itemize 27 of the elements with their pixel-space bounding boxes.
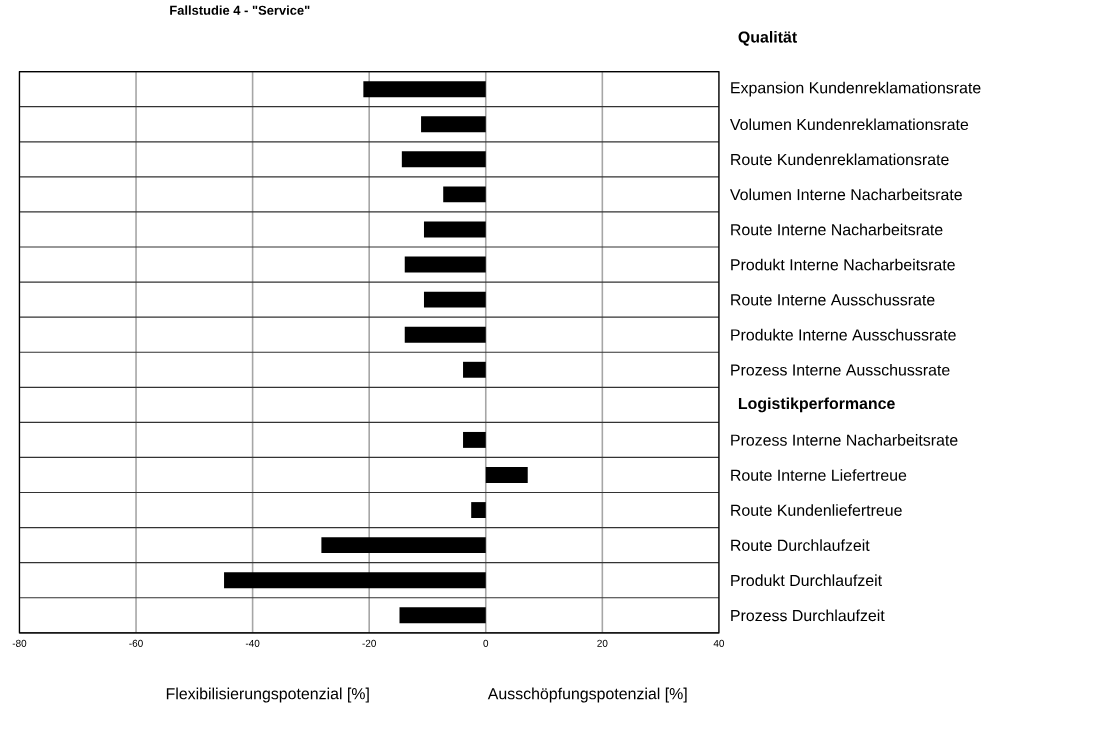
x-tick-label: -60 bbox=[129, 639, 143, 647]
y-tick-label: Produkt Durchlaufzeit bbox=[731, 574, 882, 586]
y-tick-label: Volumen Kundenreklamationsrate bbox=[729, 118, 969, 130]
x-axis-title: Flexibilisierungspotenzial [%] bbox=[166, 687, 369, 703]
x-tick-label: 40 bbox=[713, 639, 725, 647]
x-tick-label: 20 bbox=[597, 639, 608, 647]
y-tick-label: Route Interne Liefertreue bbox=[731, 468, 907, 481]
text: Ausschöpfungspotenzial [%] bbox=[487, 687, 687, 703]
y-tick-label: Route Durchlaufzeit bbox=[731, 539, 870, 551]
text: Logistikperformance bbox=[738, 397, 895, 413]
y-tick-label: Expansion Kundenreklamationsrate bbox=[731, 81, 981, 97]
y-tick-label: Route Kundenliefertreue bbox=[731, 504, 902, 516]
text: Qualität bbox=[738, 30, 797, 46]
y-tick-label: Prozess Interne Ausschussrate bbox=[731, 363, 950, 376]
y-tick-label: Volumen Interne Nacharbeitsrate bbox=[729, 188, 962, 201]
y-tick-label: Route Interne Ausschussrate bbox=[731, 293, 935, 306]
y-tick-label: Route Kundenreklamationsrate bbox=[731, 153, 949, 166]
x-tick-label: -40 bbox=[245, 639, 260, 647]
y-tick-label: Produkte Interne Ausschussrate bbox=[731, 328, 956, 341]
x-tick-label: -20 bbox=[362, 639, 376, 647]
chart-title: Fallstudie 4 - "Service" bbox=[170, 5, 310, 15]
y-tick-label: Prozess Interne Nacharbeitsrate bbox=[731, 433, 958, 446]
x-tick-label: 0 bbox=[483, 639, 489, 647]
x-tick-label: -80 bbox=[12, 639, 27, 647]
y-tick-label: Route Interne Nacharbeitsrate bbox=[731, 223, 943, 236]
y-tick-label: Produkt Interne Nacharbeitsrate bbox=[731, 258, 955, 271]
y-tick-label: Prozess Durchlaufzeit bbox=[731, 609, 885, 621]
